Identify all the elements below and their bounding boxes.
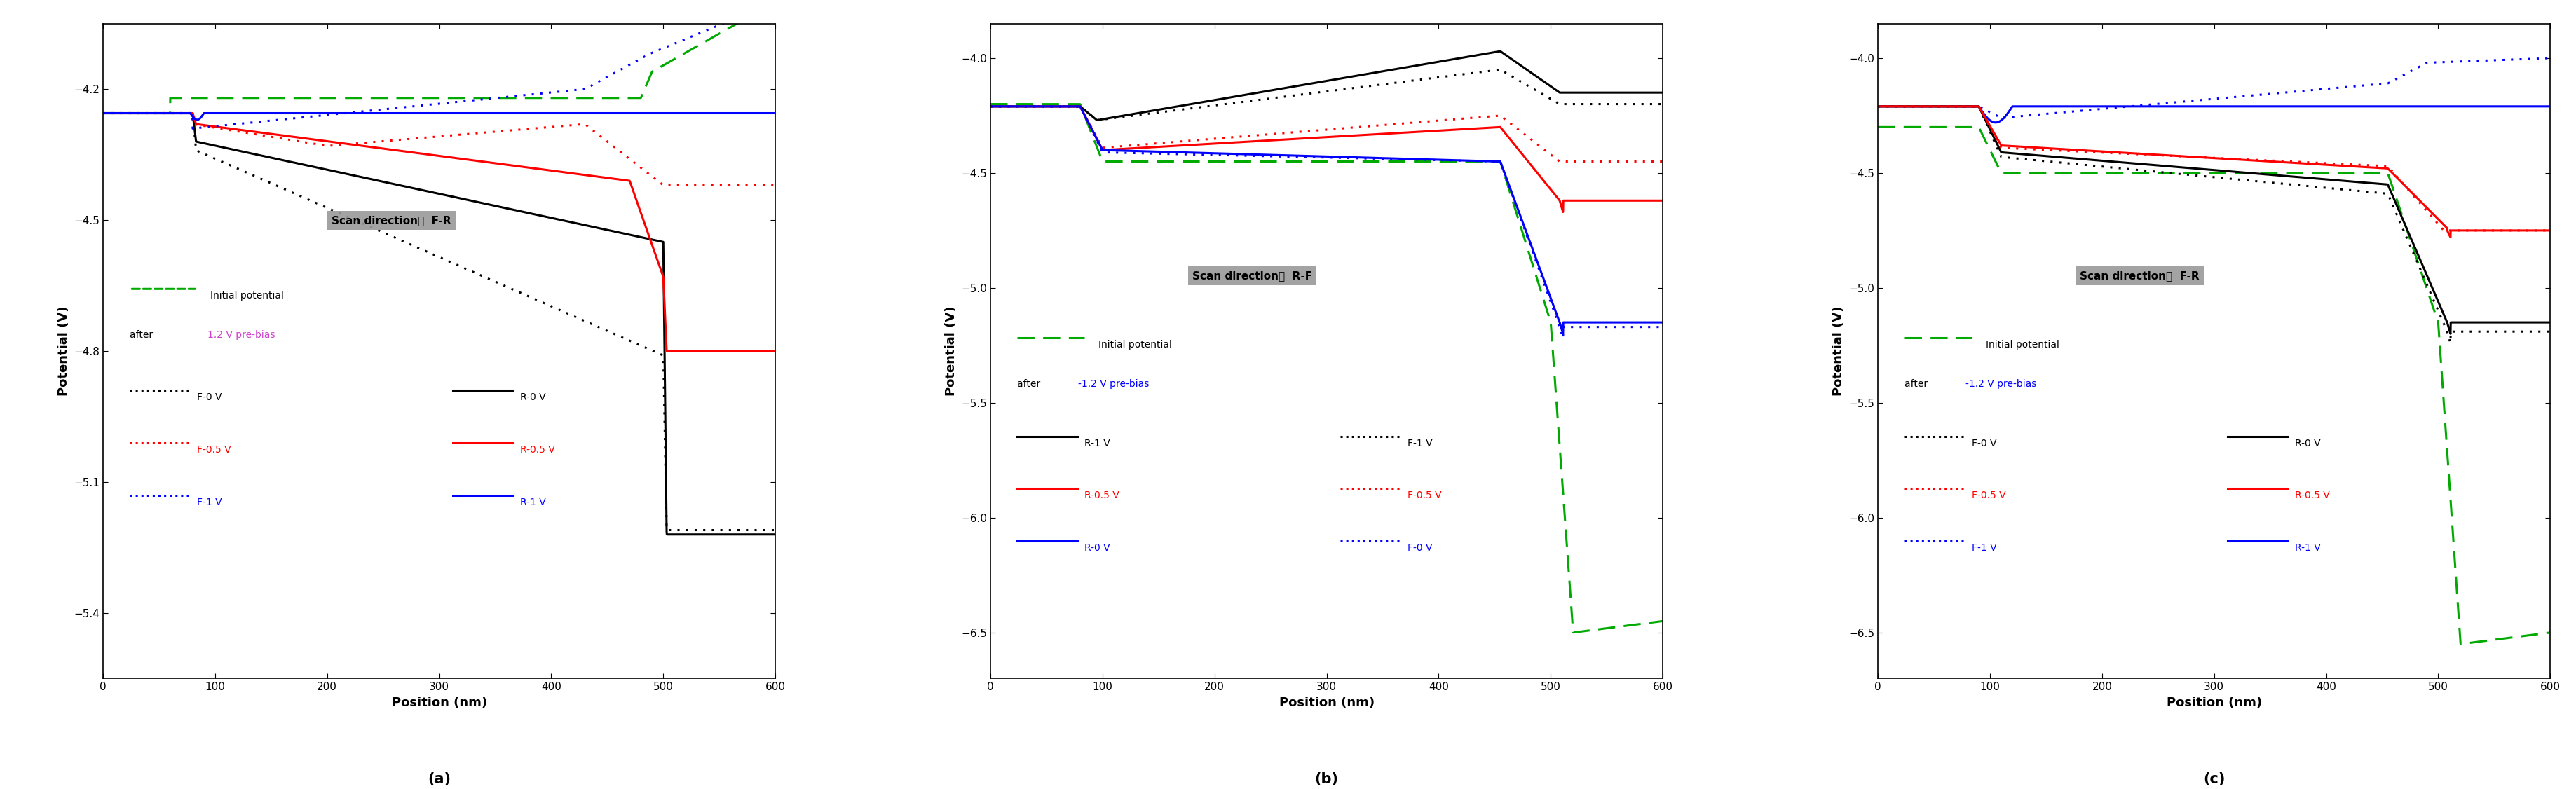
Text: R-0 V: R-0 V — [1084, 543, 1110, 553]
Y-axis label: Potential (V): Potential (V) — [945, 306, 958, 396]
Text: F-0.5 V: F-0.5 V — [198, 445, 232, 454]
Text: -1.2 V pre-bias: -1.2 V pre-bias — [1077, 380, 1149, 389]
Text: F-0.5 V: F-0.5 V — [1406, 491, 1443, 500]
Text: R-1 V: R-1 V — [2295, 543, 2321, 553]
Text: (c): (c) — [2202, 772, 2226, 786]
Text: Scan direction：  F-R: Scan direction： F-R — [332, 215, 451, 226]
Text: (b): (b) — [1314, 772, 1340, 786]
Text: R-0 V: R-0 V — [520, 392, 546, 402]
Y-axis label: Potential (V): Potential (V) — [1832, 306, 1844, 396]
Text: R-0.5 V: R-0.5 V — [1084, 491, 1121, 500]
Text: R-0 V: R-0 V — [2295, 439, 2321, 448]
Text: R-1 V: R-1 V — [520, 497, 546, 507]
Text: F-1 V: F-1 V — [1406, 439, 1432, 448]
Text: after: after — [1018, 380, 1043, 389]
Text: Scan direction：  F-R: Scan direction： F-R — [2079, 271, 2200, 281]
Text: F-0 V: F-0 V — [198, 392, 222, 402]
Y-axis label: Potential (V): Potential (V) — [57, 306, 70, 396]
Text: after: after — [129, 331, 157, 340]
Text: 1.2 V pre-bias: 1.2 V pre-bias — [206, 331, 276, 340]
Text: F-0.5 V: F-0.5 V — [1973, 491, 2007, 500]
Text: F-1 V: F-1 V — [198, 497, 222, 507]
Text: -1.2 V pre-bias: -1.2 V pre-bias — [1965, 380, 2038, 389]
Text: R-0.5 V: R-0.5 V — [520, 445, 554, 454]
Text: Initial potential: Initial potential — [1097, 340, 1172, 350]
Text: Scan direction：  R-F: Scan direction： R-F — [1193, 271, 1311, 281]
Text: R-0.5 V: R-0.5 V — [2295, 491, 2329, 500]
Text: Initial potential: Initial potential — [211, 291, 283, 301]
Text: (a): (a) — [428, 772, 451, 786]
Text: Initial potential: Initial potential — [1986, 340, 2058, 350]
Text: R-1 V: R-1 V — [1084, 439, 1110, 448]
Text: F-0 V: F-0 V — [1973, 439, 1996, 448]
Text: F-1 V: F-1 V — [1973, 543, 1996, 553]
Text: after: after — [1904, 380, 1932, 389]
X-axis label: Position (nm): Position (nm) — [2166, 697, 2262, 709]
X-axis label: Position (nm): Position (nm) — [1278, 697, 1376, 709]
X-axis label: Position (nm): Position (nm) — [392, 697, 487, 709]
Text: F-0 V: F-0 V — [1406, 543, 1432, 553]
